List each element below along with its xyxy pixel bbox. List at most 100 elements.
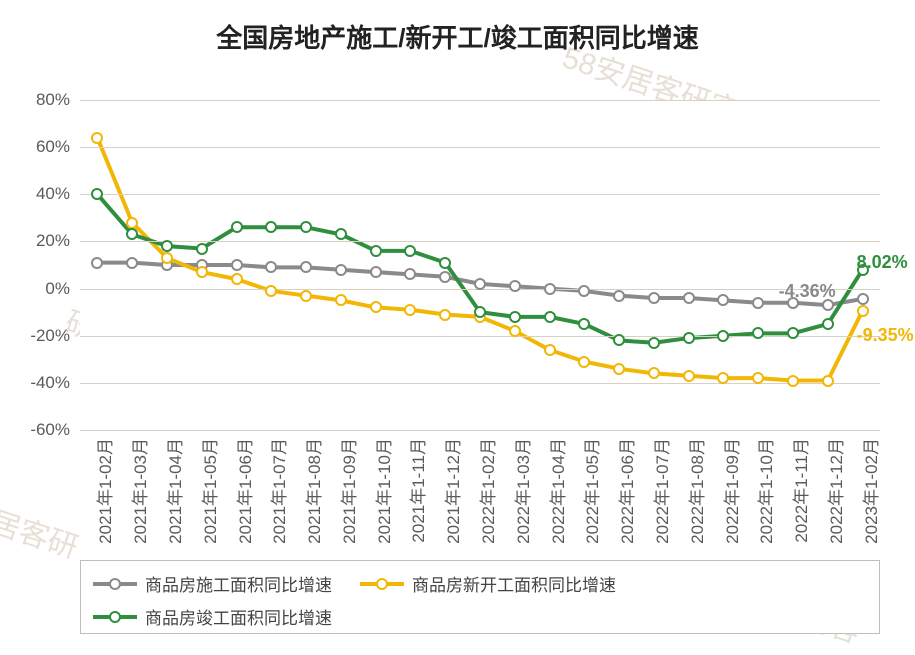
- legend-swatch: [360, 577, 404, 591]
- series-marker-new_starts: [91, 132, 103, 144]
- series-marker-new_starts: [404, 304, 416, 316]
- series-marker-completion: [509, 311, 521, 323]
- series-marker-new_starts: [439, 309, 451, 321]
- x-tick-label: 2022年1-02月: [474, 438, 499, 544]
- x-tick-label: 2021年1-08月: [300, 438, 325, 544]
- series-marker-new_starts: [509, 325, 521, 337]
- series-marker-completion: [474, 306, 486, 318]
- series-marker-completion: [613, 334, 625, 346]
- series-marker-construction: [613, 290, 625, 302]
- series-marker-construction: [544, 283, 556, 295]
- series-marker-completion: [683, 332, 695, 344]
- x-tick-label: 2022年1-03月: [509, 438, 534, 544]
- y-tick-label: 60%: [0, 137, 70, 157]
- gridline: [80, 194, 880, 195]
- legend: 商品房施工面积同比增速 商品房新开工面积同比增速商品房竣工面积同比增速: [80, 560, 880, 634]
- series-marker-new_starts: [126, 217, 138, 229]
- x-tick-label: 2022年1-12月: [822, 438, 847, 544]
- chart-title: 全国房地产施工/新开工/竣工面积同比增速: [0, 18, 915, 55]
- legend-item-completion: 商品房竣工面积同比增速: [93, 604, 332, 629]
- series-marker-construction: [404, 268, 416, 280]
- series-marker-new_starts: [787, 375, 799, 387]
- x-tick-label: 2021年1-07月: [265, 438, 290, 544]
- series-line-new_starts: [97, 138, 862, 381]
- series-marker-construction: [509, 280, 521, 292]
- x-tick-label: 2022年1-10月: [752, 438, 777, 544]
- series-marker-construction: [683, 292, 695, 304]
- x-tick-label: 2022年1-05月: [578, 438, 603, 544]
- series-marker-new_starts: [613, 363, 625, 375]
- x-tick-label: 2022年1-06月: [613, 438, 638, 544]
- y-tick-label: -60%: [0, 420, 70, 440]
- x-tick-label: 2021年1-02月: [91, 438, 116, 544]
- line-chart: 58安居客研究研究院居客研58安居客 全国房地产施工/新开工/竣工面积同比增速 …: [0, 0, 915, 655]
- y-tick-label: 20%: [0, 231, 70, 251]
- series-marker-new_starts: [578, 356, 590, 368]
- series-marker-new_starts: [370, 301, 382, 313]
- y-tick-label: 80%: [0, 90, 70, 110]
- x-tick-label: 2021年1-04月: [161, 438, 186, 544]
- series-marker-completion: [91, 188, 103, 200]
- legend-label: 商品房竣工面积同比增速: [145, 604, 332, 629]
- series-end-label-new_starts: -9.35%: [857, 325, 914, 346]
- series-marker-new_starts: [683, 370, 695, 382]
- series-marker-completion: [439, 257, 451, 269]
- series-marker-completion: [752, 327, 764, 339]
- y-tick-label: 40%: [0, 184, 70, 204]
- series-marker-completion: [578, 318, 590, 330]
- watermark-text: 居客研: [0, 497, 85, 567]
- series-marker-construction: [91, 257, 103, 269]
- x-tick-label: 2022年1-04月: [544, 438, 569, 544]
- series-marker-new_starts: [752, 372, 764, 384]
- series-marker-new_starts: [335, 294, 347, 306]
- series-marker-completion: [265, 221, 277, 233]
- series-marker-completion: [404, 245, 416, 257]
- series-marker-construction: [752, 297, 764, 309]
- series-marker-completion: [126, 228, 138, 240]
- series-marker-new_starts: [717, 372, 729, 384]
- series-marker-new_starts: [231, 273, 243, 285]
- series-marker-construction: [439, 271, 451, 283]
- legend-label: 商品房新开工面积同比增速: [412, 571, 616, 596]
- x-tick-label: 2022年1-11月: [787, 438, 812, 543]
- y-tick-label: -20%: [0, 326, 70, 346]
- legend-swatch: [93, 610, 137, 624]
- x-tick-label: 2021年1-03月: [126, 438, 151, 544]
- series-marker-completion: [822, 318, 834, 330]
- series-marker-completion: [231, 221, 243, 233]
- series-marker-completion: [370, 245, 382, 257]
- x-tick-label: 2023年1-02月: [857, 438, 882, 544]
- y-tick-label: 0%: [0, 279, 70, 299]
- gridline: [80, 100, 880, 101]
- series-marker-construction: [857, 293, 869, 305]
- series-marker-completion: [335, 228, 347, 240]
- gridline: [80, 147, 880, 148]
- series-marker-construction: [474, 278, 486, 290]
- series-marker-completion: [717, 330, 729, 342]
- x-tick-label: 2022年1-07月: [648, 438, 673, 544]
- gridline: [80, 430, 880, 431]
- series-marker-new_starts: [822, 375, 834, 387]
- series-marker-completion: [300, 221, 312, 233]
- series-marker-new_starts: [161, 252, 173, 264]
- x-tick-label: 2022年1-09月: [718, 438, 743, 544]
- series-end-label-construction: -4.36%: [779, 281, 836, 302]
- y-tick-label: -40%: [0, 373, 70, 393]
- series-marker-new_starts: [196, 266, 208, 278]
- x-tick-label: 2021年1-05月: [196, 438, 221, 544]
- series-marker-construction: [231, 259, 243, 271]
- series-marker-completion: [544, 311, 556, 323]
- series-marker-new_starts: [300, 290, 312, 302]
- series-marker-new_starts: [265, 285, 277, 297]
- series-marker-new_starts: [857, 305, 869, 317]
- series-end-label-completion: 8.02%: [857, 252, 908, 273]
- series-marker-new_starts: [544, 344, 556, 356]
- legend-item-construction: 商品房施工面积同比增速: [93, 571, 332, 596]
- series-marker-completion: [648, 337, 660, 349]
- series-marker-construction: [300, 261, 312, 273]
- series-marker-completion: [161, 240, 173, 252]
- series-marker-new_starts: [648, 367, 660, 379]
- x-tick-label: 2022年1-08月: [683, 438, 708, 544]
- series-marker-construction: [648, 292, 660, 304]
- x-tick-label: 2021年1-06月: [231, 438, 256, 544]
